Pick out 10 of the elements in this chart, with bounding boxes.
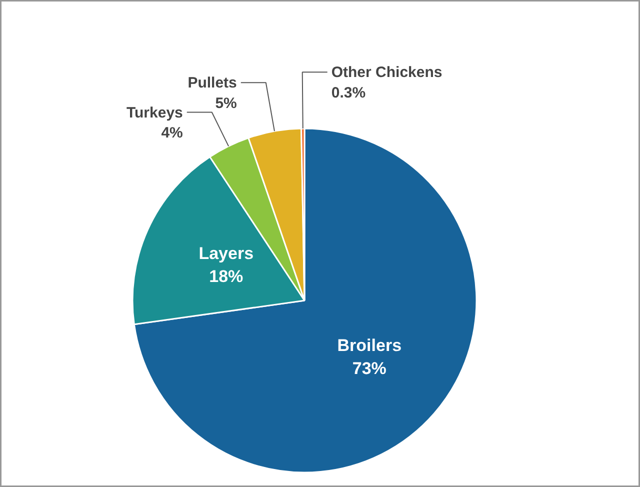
slice-label: Other Chickens [331, 64, 442, 82]
slice-label: Turkeys [126, 104, 183, 122]
slice-label: Layers [198, 244, 254, 264]
slice-label: Pullets [188, 74, 237, 92]
data-label: 73% [352, 358, 386, 378]
data-label: 5% [215, 95, 237, 112]
data-label: 0.3% [331, 84, 366, 102]
data-label: 4% [161, 124, 183, 142]
slice-label: Broilers [337, 336, 402, 356]
data-label: 18% [209, 266, 244, 286]
